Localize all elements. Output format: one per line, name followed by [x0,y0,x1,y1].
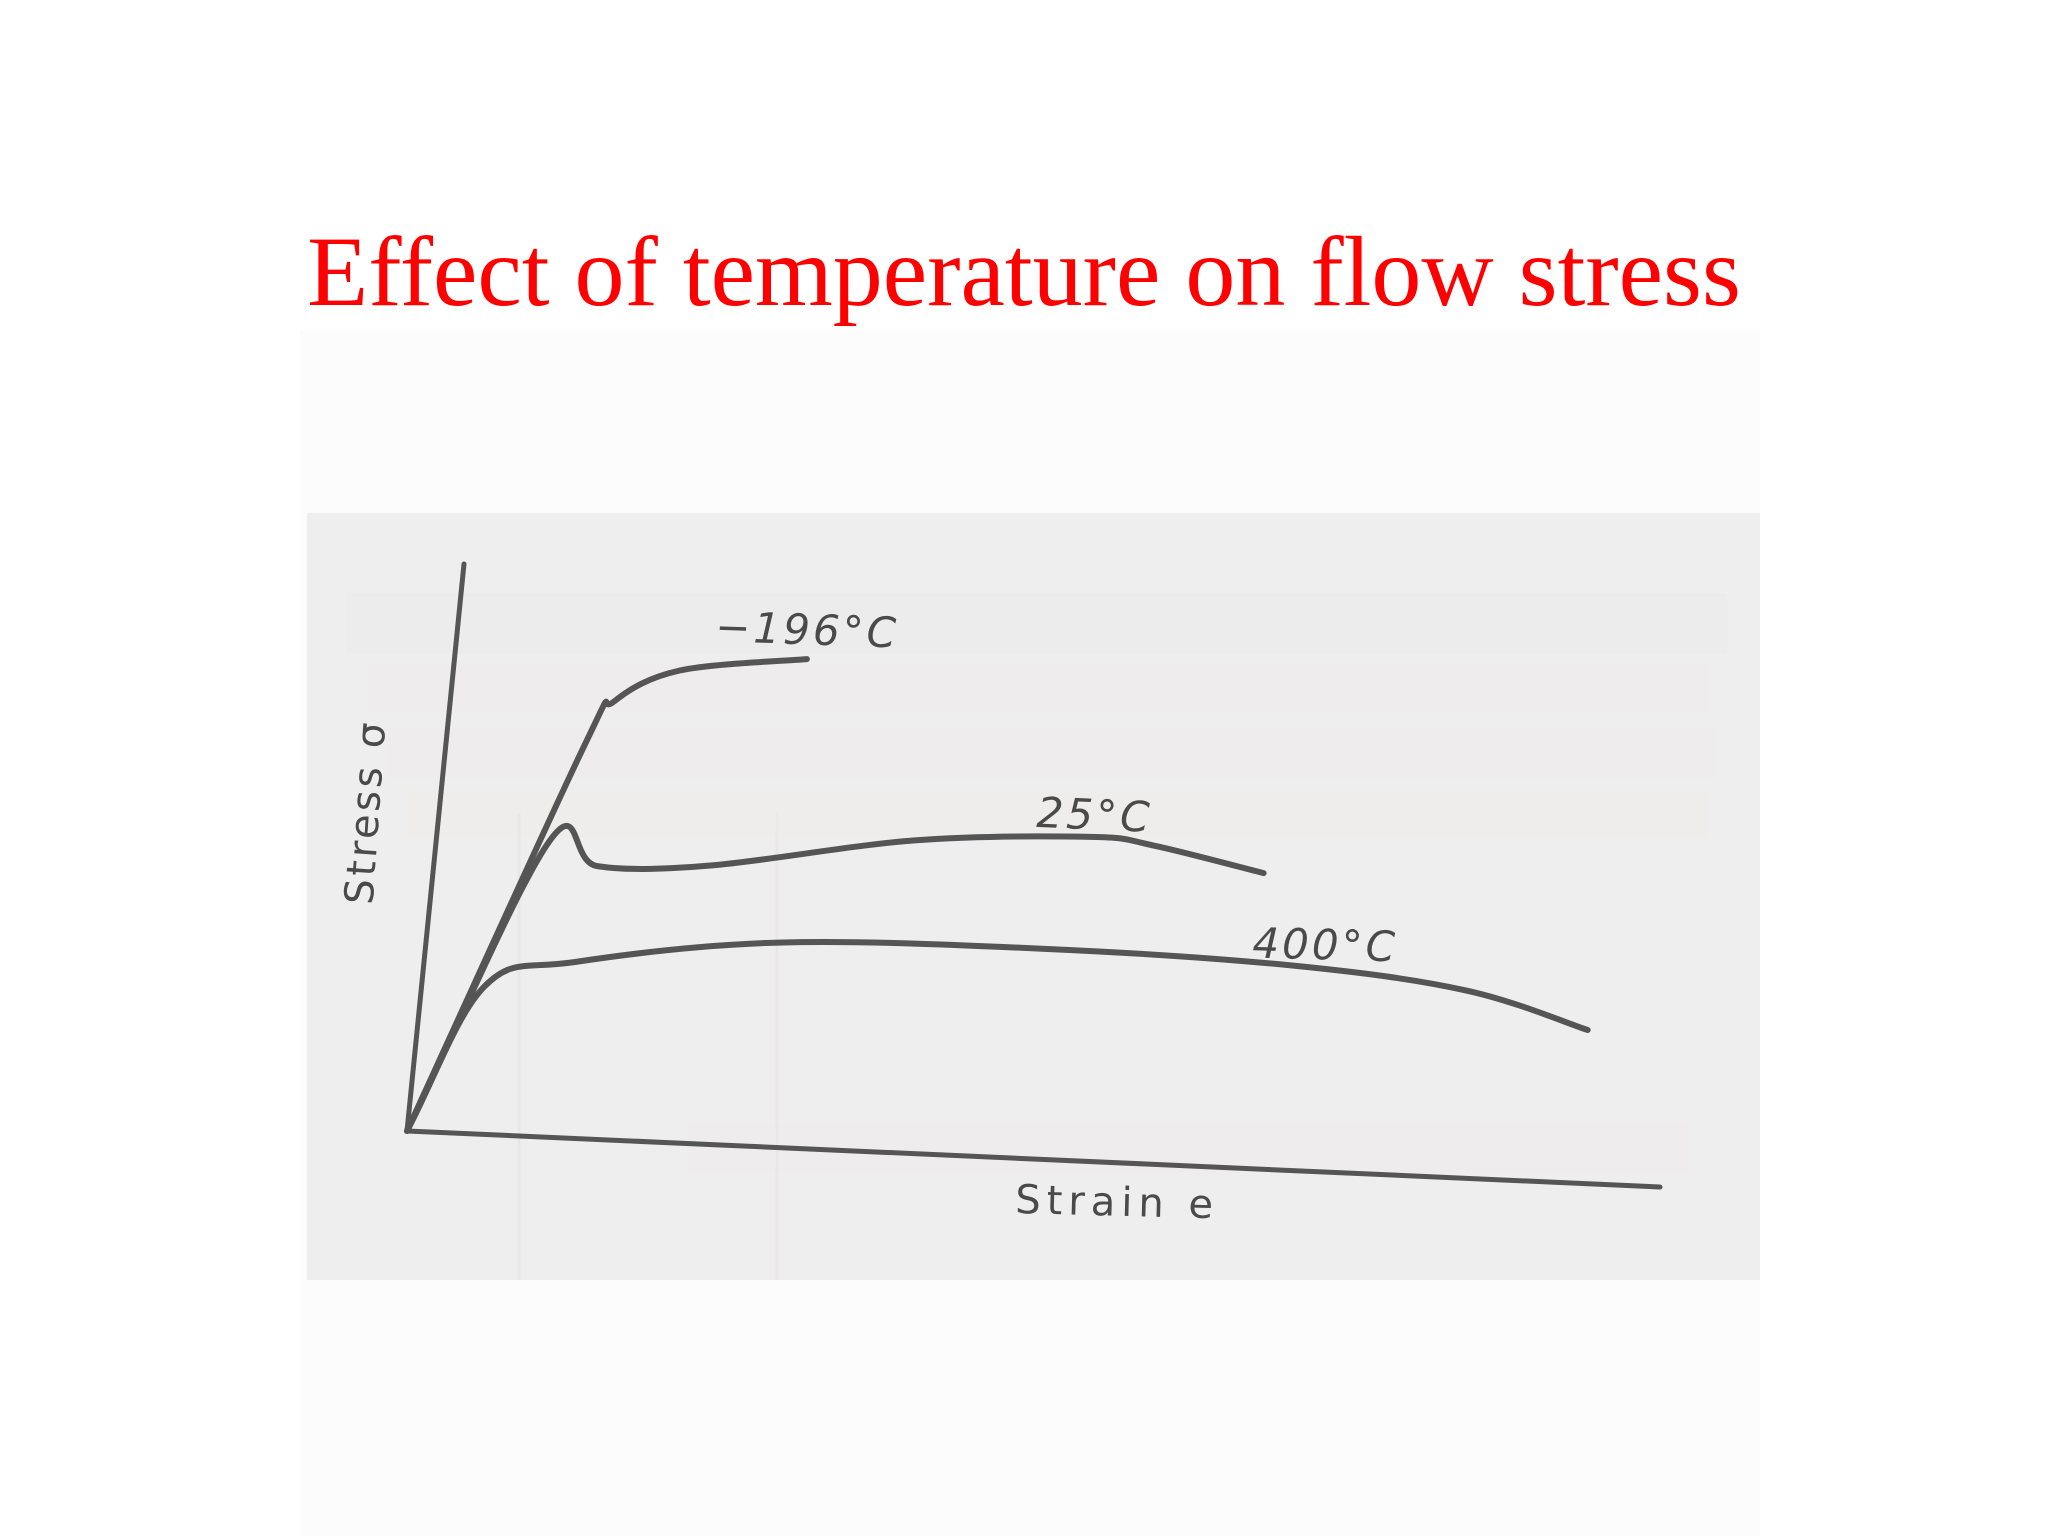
y-axis-label: Stress σ [337,718,396,906]
labels-layer: −196°C 25°C 400°C [715,602,1399,971]
series-label-2: 25°C [1036,788,1154,842]
series-layer [404,656,1591,1134]
y-axis-line [404,561,467,1134]
scan-texture [347,593,1727,1280]
scan-bleed-block [367,663,1707,713]
scan-bleed-block [407,793,1707,838]
x-axis-line [404,1128,1663,1190]
series-label-1: −196°C [715,602,900,657]
series-line-3 [404,938,1591,1134]
scan-bleed-block [387,728,1717,778]
series-line-2 [404,823,1267,1134]
series-label-3: 400°C [1252,919,1399,972]
slide-title: Effect of temperature on flow stress [307,216,1741,327]
x-axis-label: Strain e [1015,1177,1220,1228]
flow-stress-chart: Strain e Stress σ −196°C 25°C 400°C [337,561,1727,1280]
scanned-figure: Strain e Stress σ −196°C 25°C 400°C [307,513,1760,1280]
scan-bleed-block [347,593,1727,653]
